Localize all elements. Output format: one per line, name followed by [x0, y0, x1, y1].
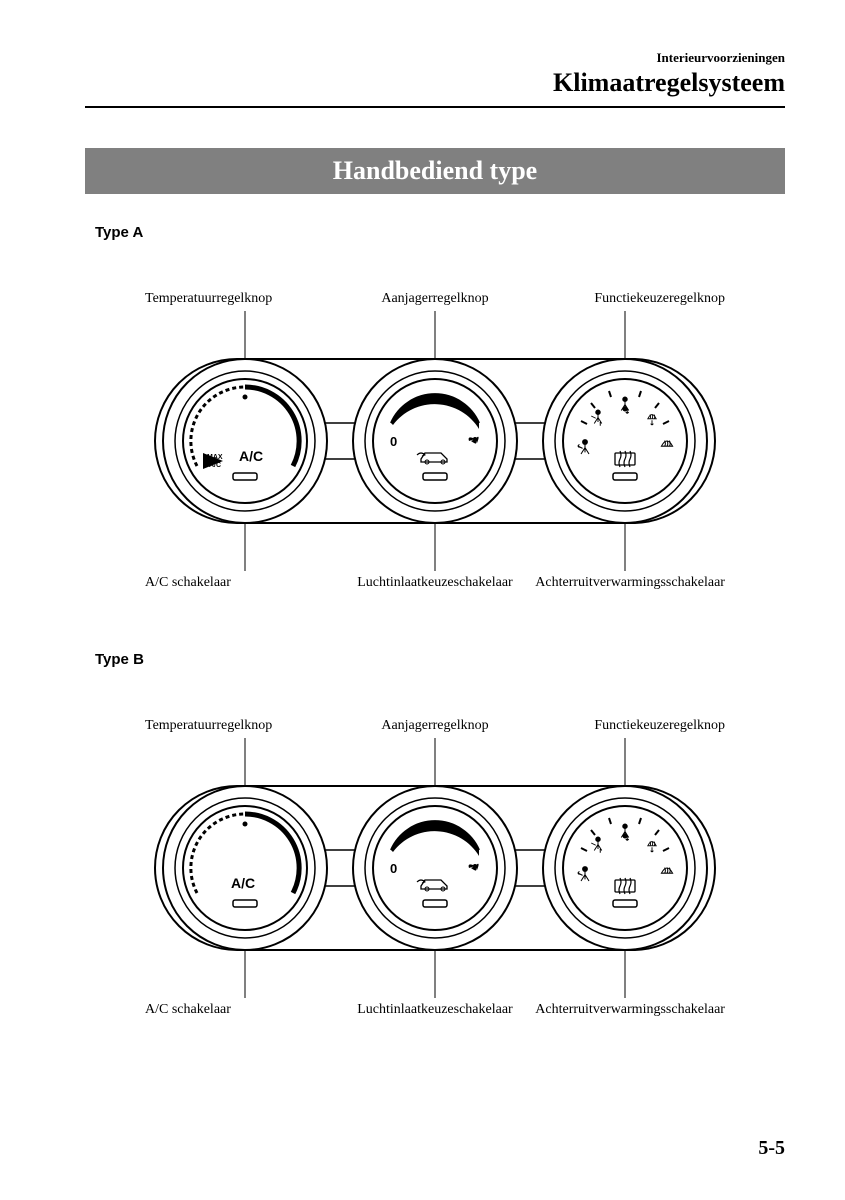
svg-text:0: 0 [390, 861, 397, 876]
type-a-bottom-labels: A/C schakelaar Luchtinlaatkeuzeschakelaa… [95, 575, 775, 591]
label-mode-knob: Functiekeuzeregelknop [532, 291, 755, 307]
type-a-section: Type A Temperatuurregelknop Aanjagerrege… [85, 224, 785, 591]
label-ac-switch: A/C schakelaar [115, 575, 338, 591]
section-banner: Handbediend type [85, 148, 785, 194]
svg-text:A/C: A/C [239, 448, 263, 464]
label-temp-knob: Temperatuurregelknop [115, 291, 338, 307]
type-b-diagram: A/C 0 [125, 738, 745, 998]
page-number: 5-5 [758, 1137, 785, 1160]
label-rear-defrost-switch: Achterruitverwarmingsschakelaar [532, 575, 755, 591]
label-mode-knob: Functiekeuzeregelknop [532, 718, 755, 734]
header-rule [85, 106, 785, 108]
type-b-title: Type B [95, 651, 785, 668]
type-b-top-labels: Temperatuurregelknop Aanjagerregelknop F… [95, 718, 775, 734]
fan-dial-icon: 0 [353, 359, 517, 523]
label-fan-knob: Aanjagerregelknop [338, 718, 531, 734]
label-intake-switch: Luchtinlaatkeuzeschakelaar [338, 1002, 531, 1018]
temperature-dial-icon: MAX A/C A/C [163, 359, 327, 523]
label-rear-defrost-switch: Achterruitverwarmingsschakelaar [532, 1002, 755, 1018]
fan-dial-icon: 0 [353, 786, 517, 950]
type-b-section: Type B Temperatuurregelknop Aanjagerrege… [85, 651, 785, 1018]
type-a-top-labels: Temperatuurregelknop Aanjagerregelknop F… [95, 291, 775, 307]
mode-dial-icon [543, 786, 707, 950]
type-a-title: Type A [95, 224, 785, 241]
mode-dial-icon [543, 359, 707, 523]
page-header: Interieurvoorzieningen Klimaatregelsyste… [85, 50, 785, 98]
type-b-bottom-labels: A/C schakelaar Luchtinlaatkeuzeschakelaa… [95, 1002, 775, 1018]
type-a-diagram: MAX A/C A/C 0 [125, 311, 745, 571]
label-temp-knob: Temperatuurregelknop [115, 718, 338, 734]
temperature-dial-icon: A/C [163, 786, 327, 950]
label-ac-switch: A/C schakelaar [115, 1002, 338, 1018]
header-category: Interieurvoorzieningen [85, 50, 785, 66]
header-section: Klimaatregelsysteem [85, 68, 785, 98]
label-intake-switch: Luchtinlaatkeuzeschakelaar [338, 575, 531, 591]
svg-text:0: 0 [390, 434, 397, 449]
label-fan-knob: Aanjagerregelknop [338, 291, 531, 307]
svg-text:A/C: A/C [231, 875, 255, 891]
